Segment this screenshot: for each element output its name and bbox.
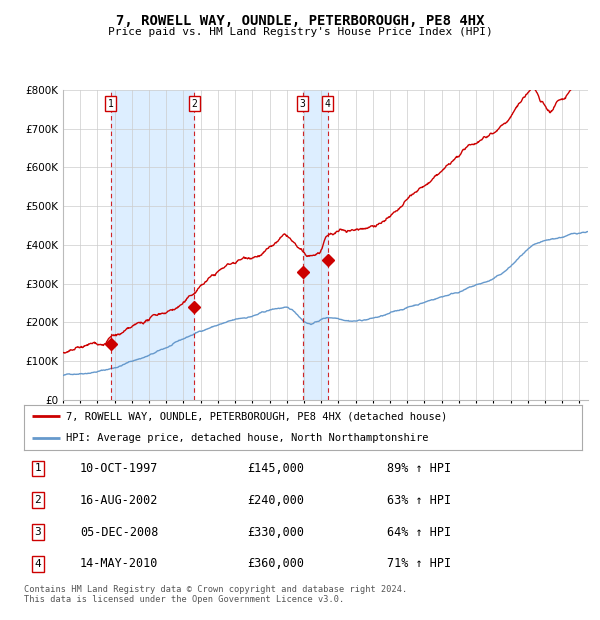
Text: 05-DEC-2008: 05-DEC-2008 xyxy=(80,526,158,539)
Text: £240,000: £240,000 xyxy=(247,494,304,507)
Text: 1: 1 xyxy=(108,99,114,109)
Text: 3: 3 xyxy=(35,527,41,537)
Text: 7, ROWELL WAY, OUNDLE, PETERBOROUGH, PE8 4HX (detached house): 7, ROWELL WAY, OUNDLE, PETERBOROUGH, PE8… xyxy=(66,411,447,421)
Text: 71% ↑ HPI: 71% ↑ HPI xyxy=(387,557,451,570)
Text: 7, ROWELL WAY, OUNDLE, PETERBOROUGH, PE8 4HX: 7, ROWELL WAY, OUNDLE, PETERBOROUGH, PE8… xyxy=(116,14,484,28)
Text: 2: 2 xyxy=(35,495,41,505)
Text: 3: 3 xyxy=(300,99,306,109)
Text: 14-MAY-2010: 14-MAY-2010 xyxy=(80,557,158,570)
Text: 10-OCT-1997: 10-OCT-1997 xyxy=(80,462,158,475)
Text: 1: 1 xyxy=(35,464,41,474)
Text: 2: 2 xyxy=(191,99,197,109)
Text: £330,000: £330,000 xyxy=(247,526,304,539)
Text: 63% ↑ HPI: 63% ↑ HPI xyxy=(387,494,451,507)
Text: 89% ↑ HPI: 89% ↑ HPI xyxy=(387,462,451,475)
Text: 4: 4 xyxy=(325,99,331,109)
Bar xyxy=(303,90,328,400)
Bar xyxy=(111,90,194,400)
Text: Price paid vs. HM Land Registry's House Price Index (HPI): Price paid vs. HM Land Registry's House … xyxy=(107,27,493,37)
Text: 16-AUG-2002: 16-AUG-2002 xyxy=(80,494,158,507)
Text: £360,000: £360,000 xyxy=(247,557,304,570)
Text: 4: 4 xyxy=(35,559,41,569)
Text: Contains HM Land Registry data © Crown copyright and database right 2024.
This d: Contains HM Land Registry data © Crown c… xyxy=(24,585,407,604)
Text: HPI: Average price, detached house, North Northamptonshire: HPI: Average price, detached house, Nort… xyxy=(66,433,428,443)
Text: 64% ↑ HPI: 64% ↑ HPI xyxy=(387,526,451,539)
Text: £145,000: £145,000 xyxy=(247,462,304,475)
